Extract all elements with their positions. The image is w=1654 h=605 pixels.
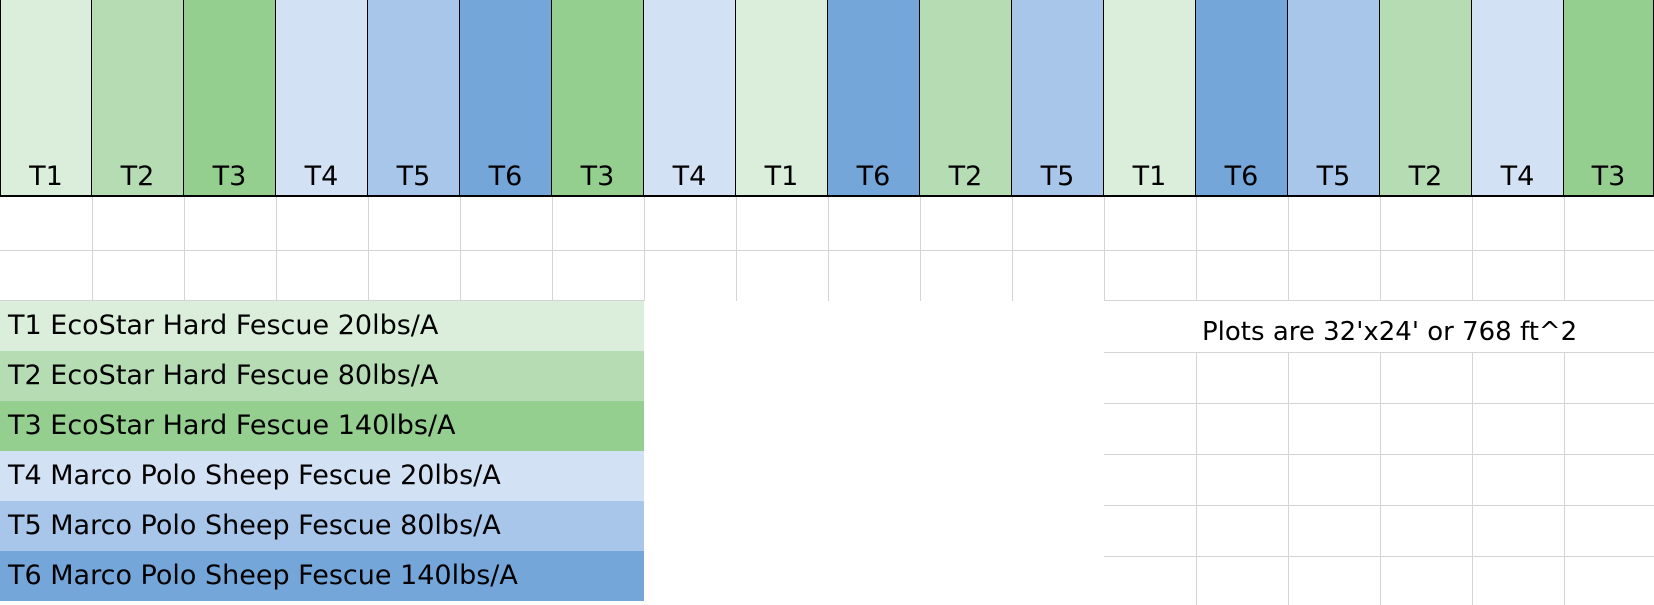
legend-row-t5[interactable]: T5 Marco Polo Sheep Fescue 80lbs/A <box>0 501 644 551</box>
plot-label: T2 <box>1408 161 1443 192</box>
gridline <box>1012 197 1013 301</box>
plot-cell[interactable]: T6 <box>828 0 920 196</box>
legend-row-t4[interactable]: T4 Marco Polo Sheep Fescue 20lbs/A <box>0 451 644 501</box>
gridline <box>1104 403 1654 404</box>
gridline <box>0 250 1654 251</box>
gridline <box>1196 352 1197 605</box>
gridline <box>1196 197 1197 301</box>
plot-label: T4 <box>1500 161 1535 192</box>
gridline <box>1472 197 1473 301</box>
gridline <box>368 197 369 301</box>
gridline <box>460 197 461 301</box>
gridline <box>1472 352 1473 605</box>
gridline <box>1288 197 1289 301</box>
plot-cell[interactable]: T3 <box>184 0 276 196</box>
gridline <box>1380 352 1381 605</box>
plot-label: T3 <box>1591 161 1626 192</box>
plot-label: T3 <box>212 161 247 192</box>
plot-size-note[interactable]: Plots are 32'x24' or 768 ft^2 <box>1202 317 1578 347</box>
plot-cell[interactable]: T5 <box>368 0 460 196</box>
plot-label: T5 <box>1040 161 1075 192</box>
legend-row-t2[interactable]: T2 EcoStar Hard Fescue 80lbs/A <box>0 351 644 401</box>
plot-label: T6 <box>1224 161 1259 192</box>
gridline <box>552 197 553 301</box>
plot-cell[interactable]: T1 <box>0 0 92 196</box>
plot-label: T6 <box>488 161 523 192</box>
plot-cell[interactable]: T2 <box>1380 0 1472 196</box>
plot-label: T1 <box>29 161 63 192</box>
plot-label: T2 <box>120 161 155 192</box>
gridline <box>92 197 93 301</box>
plot-cell[interactable]: T6 <box>460 0 552 196</box>
gridline <box>184 197 185 301</box>
legend-row-t6[interactable]: T6 Marco Polo Sheep Fescue 140lbs/A <box>0 551 644 601</box>
treatment-legend: T1 EcoStar Hard Fescue 20lbs/A T2 EcoStar… <box>0 301 644 601</box>
gridline <box>1104 197 1105 301</box>
plot-cell[interactable]: T1 <box>1104 0 1196 196</box>
plot-label: T2 <box>948 161 983 192</box>
gridline <box>828 197 829 301</box>
plot-cell[interactable]: T2 <box>92 0 184 196</box>
gridline <box>1564 352 1565 605</box>
plot-cell[interactable]: T6 <box>1196 0 1288 196</box>
gridline <box>1564 197 1565 301</box>
plot-cell[interactable]: T3 <box>1564 0 1654 196</box>
plot-cell[interactable]: T5 <box>1012 0 1104 196</box>
gridline <box>276 197 277 301</box>
gridline <box>1104 454 1654 455</box>
plot-label: T4 <box>304 161 339 192</box>
gridline <box>1288 352 1289 605</box>
plot-label: T5 <box>1316 161 1351 192</box>
plot-cell[interactable]: T1 <box>736 0 828 196</box>
plot-label: T6 <box>856 161 891 192</box>
gridline <box>1104 556 1654 557</box>
plot-label: T3 <box>580 161 615 192</box>
legend-row-t3[interactable]: T3 EcoStar Hard Fescue 140lbs/A <box>0 401 644 451</box>
plot-cell[interactable]: T4 <box>644 0 736 196</box>
gridline <box>0 300 644 301</box>
gridline <box>644 197 645 301</box>
plot-cell[interactable]: T5 <box>1288 0 1380 196</box>
gridline <box>920 197 921 301</box>
plot-cell[interactable]: T3 <box>552 0 644 196</box>
gridline <box>1104 352 1654 353</box>
gridline <box>1104 300 1654 301</box>
plot-cell[interactable]: T4 <box>1472 0 1564 196</box>
plot-cell[interactable]: T4 <box>276 0 368 196</box>
plot-layout-bottom-border <box>0 195 1654 197</box>
gridline <box>1380 197 1381 301</box>
plot-label: T1 <box>1132 161 1167 192</box>
plot-label: T5 <box>396 161 431 192</box>
plot-label: T4 <box>672 161 707 192</box>
gridline <box>736 197 737 301</box>
plot-layout: T1 T2 T3 T4 T5 T6 T3 T4 T1 T6 T2 T5 T1 T6 T5 T2 T4 T3 <box>0 0 1654 197</box>
plot-label: T1 <box>764 161 799 192</box>
plot-cell[interactable]: T2 <box>920 0 1012 196</box>
gridline <box>1104 505 1654 506</box>
legend-row-t1[interactable]: T1 EcoStar Hard Fescue 20lbs/A <box>0 301 644 351</box>
